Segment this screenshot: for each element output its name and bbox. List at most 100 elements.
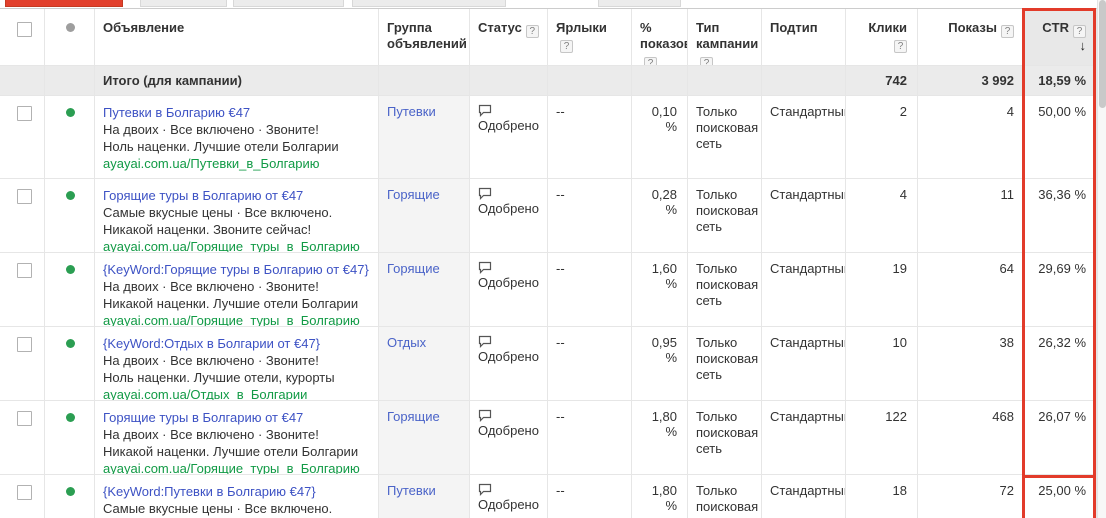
select-all-checkbox[interactable] (17, 22, 32, 37)
row-checkbox[interactable] (17, 189, 32, 204)
speech-bubble-icon (478, 261, 492, 274)
column-label: Ярлыки (556, 20, 607, 35)
help-icon[interactable]: ? (1001, 25, 1014, 38)
labels-cell: -- (548, 475, 632, 518)
scrollbar-thumb[interactable] (1099, 0, 1106, 108)
ad-display-url: ayayai.com.ua/Отдых_в_Болгарии (103, 387, 308, 400)
ad-headline-link[interactable]: Горящие туры в Болгарию от €47 (103, 188, 304, 203)
ad-group-cell: Горящие (379, 179, 470, 252)
column-header-ctr[interactable]: CTR ?↓ (1025, 9, 1097, 65)
status-dot-icon (66, 23, 75, 32)
sort-desc-arrow-icon[interactable]: ↓ (1079, 38, 1087, 53)
column-label: Группа объявлений (387, 20, 467, 51)
enabled-status-dot-icon (66, 265, 75, 274)
table-row: {KeyWord:Отдых в Болгарии от €47} На дво… (0, 327, 1106, 401)
help-icon[interactable]: ? (560, 40, 573, 53)
column-header-status[interactable]: Статус? (470, 9, 548, 65)
status-cell: Одобрено (470, 475, 548, 518)
status-text: Одобрено (478, 423, 539, 438)
ctr-cell: 29,69 % (1025, 253, 1097, 326)
labels-cell: -- (548, 253, 632, 326)
subtype-cell: Стандартный (762, 96, 846, 178)
status-text: Одобрено (478, 201, 539, 216)
status-text: Одобрено (478, 349, 539, 364)
ad-group-link[interactable]: Горящие (387, 261, 440, 276)
help-icon[interactable]: ? (525, 25, 539, 38)
column-header-group[interactable]: Группа объявлений (379, 9, 470, 65)
impressions-cell: 64 (918, 253, 1025, 326)
toolbar-button-stub[interactable] (140, 0, 227, 7)
column-header-ad[interactable]: Объявление (95, 9, 379, 65)
row-select-cell (0, 253, 45, 326)
toolbar-button-stub[interactable] (598, 0, 681, 7)
enabled-status-dot-icon (66, 339, 75, 348)
column-header-clicks[interactable]: Клики? (846, 9, 918, 65)
column-header-impr-share[interactable]: % показов ? (632, 9, 688, 65)
ad-headline-link[interactable]: {KeyWord:Отдых в Болгарии от €47} (103, 336, 321, 351)
ad-description-line1: На двоих · Все включено · Звоните! (103, 427, 319, 442)
enabled-status-dot-icon (66, 191, 75, 200)
ad-group-link[interactable]: Путевки (387, 104, 436, 119)
subtype-cell: Стандартный (762, 327, 846, 400)
ad-group-link[interactable]: Горящие (387, 409, 440, 424)
toolbar-button-stub[interactable] (233, 0, 344, 7)
column-header-subtype[interactable]: Подтип (762, 9, 846, 65)
ad-group-link[interactable]: Отдых (387, 335, 427, 350)
ad-cell: Путевки в Болгарию €47 На двоих · Все вк… (95, 96, 379, 178)
ad-cell: {KeyWord:Горящие туры в Болгарию от €47}… (95, 253, 379, 326)
impressions-cell: 4 (918, 96, 1025, 178)
help-icon[interactable]: ? (1073, 25, 1086, 38)
subtype-cell: Стандартный (762, 401, 846, 474)
table-body: Путевки в Болгарию €47 На двоих · Все вк… (0, 96, 1106, 518)
row-status-dot-cell (45, 401, 95, 474)
labels-cell: -- (548, 401, 632, 474)
row-status-dot-cell (45, 179, 95, 252)
ad-headline-link[interactable]: Путевки в Болгарию €47 (103, 105, 251, 120)
ad-display-url: ayayai.com.ua/Горящие_туры_в_Болгарию (103, 313, 360, 326)
ad-description-line1: На двоих · Все включено · Звоните! (103, 353, 319, 368)
clicks-cell: 18 (846, 475, 918, 518)
ad-headline-link[interactable]: {KeyWord:Горящие туры в Болгарию от €47} (103, 262, 369, 277)
column-header-impressions[interactable]: Показы? (918, 9, 1025, 65)
status-cell: Одобрено (470, 327, 548, 400)
row-checkbox[interactable] (17, 337, 32, 352)
column-label: Показы (948, 20, 997, 35)
ad-headline-link[interactable]: {KeyWord:Путевки в Болгарию €47} (103, 484, 316, 499)
row-select-cell (0, 475, 45, 518)
ad-description-line2: Ноль наценки. Лучшие отели, курорты (103, 370, 335, 385)
row-status-dot-cell (45, 96, 95, 178)
ad-group-cell: Отдых (379, 327, 470, 400)
ad-headline-link[interactable]: Горящие туры в Болгарию от €47 (103, 410, 304, 425)
toolbar-red-button-stub[interactable] (5, 0, 123, 7)
table-row: Путевки в Болгарию €47 На двоих · Все вк… (0, 96, 1106, 179)
help-icon[interactable]: ? (700, 57, 713, 65)
row-select-cell (0, 401, 45, 474)
subtype-cell: Стандартный (762, 475, 846, 518)
row-select-cell (0, 327, 45, 400)
row-checkbox[interactable] (17, 263, 32, 278)
column-header-campaign-type[interactable]: Тип кампании ? (688, 9, 762, 65)
clicks-cell: 122 (846, 401, 918, 474)
enabled-status-dot-icon (66, 487, 75, 496)
column-header-labels[interactable]: Ярлыки? (548, 9, 632, 65)
impr-share-cell: 1,80 % (632, 401, 688, 474)
vertical-scrollbar[interactable] (1097, 0, 1106, 518)
campaign-type-cell: Только поисковая сеть (688, 475, 762, 518)
speech-bubble-icon (478, 483, 492, 496)
ad-group-link[interactable]: Путевки (387, 483, 436, 498)
row-checkbox[interactable] (17, 485, 32, 500)
clicks-cell: 19 (846, 253, 918, 326)
impressions-cell: 11 (918, 179, 1025, 252)
row-checkbox[interactable] (17, 106, 32, 121)
row-checkbox[interactable] (17, 411, 32, 426)
campaign-type-cell: Только поисковая сеть (688, 253, 762, 326)
column-label: % показов (640, 20, 688, 51)
ad-cell: {KeyWord:Путевки в Болгарию €47} Самые в… (95, 475, 379, 518)
help-icon[interactable]: ? (644, 57, 657, 65)
toolbar-button-stub[interactable] (352, 0, 506, 7)
help-icon[interactable]: ? (894, 40, 907, 53)
status-text: Одобрено (478, 118, 539, 133)
ad-description-line2: Никакой наценки. Звоните сейчас! (103, 222, 312, 237)
ad-group-link[interactable]: Горящие (387, 187, 440, 202)
ad-description-line2: Никакой наценки. Лучшие отели Болгарии (103, 444, 359, 459)
